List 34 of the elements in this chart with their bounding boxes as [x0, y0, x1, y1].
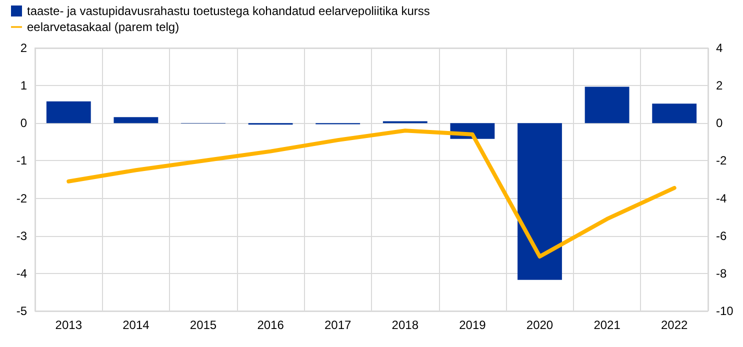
legend-label: eelarvetasakaal (parem telg): [27, 20, 180, 34]
y2-tick-label: -8: [716, 266, 727, 280]
x-tick-label: 2014: [122, 318, 150, 332]
bar: [652, 104, 697, 124]
y-tick-label: 1: [20, 78, 28, 93]
bar: [584, 86, 630, 124]
bar: [114, 117, 158, 124]
bar: [518, 123, 562, 280]
y-tick-label: 2: [20, 41, 28, 55]
y2-tick-label: -4: [716, 191, 727, 206]
x-tick-label: 2013: [55, 318, 82, 332]
x-tick-label: 2020: [526, 318, 554, 332]
x-tick-label: 2017: [324, 318, 352, 332]
y2-tick-label: 0: [716, 116, 723, 130]
y2-tick-label: -2: [716, 154, 727, 168]
y-tick-label: -3: [16, 228, 28, 243]
bar: [46, 101, 91, 124]
x-tick-label: 2022: [661, 318, 688, 332]
x-tick-label: 2016: [257, 318, 284, 332]
y-tick-label: 0: [20, 116, 28, 130]
y2-tick-label: 2: [716, 78, 723, 93]
line-series: [66, 128, 676, 259]
y-tick-label: -2: [16, 191, 28, 206]
x-tick-label: 2021: [594, 318, 621, 332]
legend-label: taaste- ja vastupidavusrahastu toetustega kohandatud eelarvepoliitika kurss: [27, 4, 430, 18]
x-tick-label: 2018: [392, 318, 419, 332]
x-tick-label: 2019: [459, 318, 486, 332]
y-tick-label: -1: [16, 154, 28, 168]
y2-tick-label: -10: [716, 304, 734, 318]
y2-tick-label: -6: [716, 228, 727, 243]
x-tick-label: 2015: [190, 318, 217, 332]
y-tick-label: -5: [16, 304, 28, 318]
y2-tick-label: 4: [716, 41, 723, 55]
y-tick-label: -4: [16, 266, 28, 280]
